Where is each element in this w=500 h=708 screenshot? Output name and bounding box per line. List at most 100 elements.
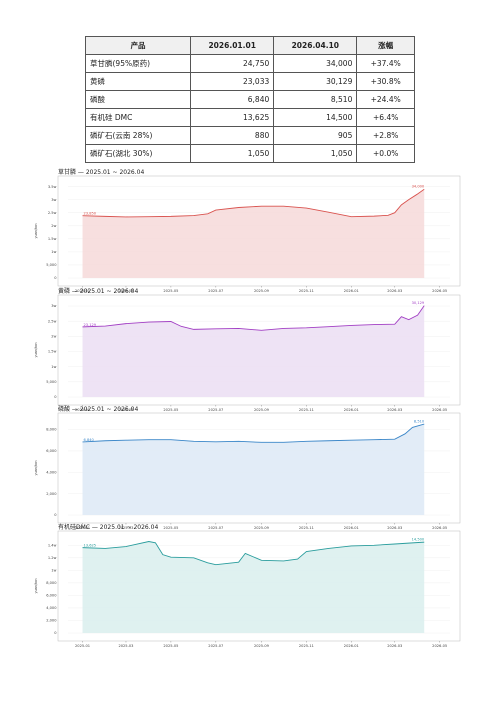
x-tick-label: 2025-01	[75, 526, 90, 530]
y-axis-label: yuan/ton	[34, 342, 38, 357]
x-tick-label: 2025-09	[254, 644, 270, 648]
x-tick-label: 2025-03	[118, 644, 133, 648]
x-tick-label: 2025-03	[118, 289, 133, 293]
x-tick-label: 2025-01	[75, 644, 90, 648]
y-tick-label: 4,000	[46, 470, 57, 474]
y-tick-label: 0	[54, 276, 57, 280]
table-row: 磷酸 6,840 8,510 +24.4%	[84, 90, 415, 109]
y-tick-label: 1.2w	[48, 556, 57, 560]
x-tick-label: 2025-05	[163, 526, 178, 530]
y-tick-label: 8,000	[46, 428, 57, 432]
start-value-label: 23,850	[84, 212, 97, 216]
y-tick-label: 2,000	[46, 492, 57, 496]
x-tick-label: 2025-11	[299, 289, 314, 293]
x-tick-label: 2025-11	[299, 526, 314, 530]
x-tick-label: 2025-09	[254, 408, 270, 412]
x-tick-label: 2025-11	[299, 644, 314, 648]
series-area	[82, 541, 425, 633]
table-row: 有机硅 DMC 13,625 14,500 +6.4%	[84, 108, 415, 127]
series-area	[82, 305, 425, 397]
y-tick-label: 3w	[51, 304, 56, 308]
x-tick-label: 2026-01	[344, 408, 359, 412]
plot-frame	[57, 175, 461, 287]
x-tick-label: 2026-03	[387, 526, 402, 530]
chart-title: 磷酸 — 2025.01 ~ 2026.04	[58, 405, 138, 413]
y-tick-label: 2.5w	[48, 211, 57, 215]
x-tick-label: 2025-05	[163, 644, 178, 648]
y-axis-label: yuan/ton	[34, 578, 38, 593]
x-tick-label: 2026-01	[344, 289, 359, 293]
chart-1: 黄磷 — 2025.01 ~ 2026.04 0 5,000 1w 1.5w 2w 2.5w…	[34, 287, 461, 412]
x-tick-label: 2025-05	[163, 408, 178, 412]
y-tick-label: 5,000	[46, 380, 57, 384]
y-tick-label: 3.5w	[48, 185, 57, 189]
x-tick-label: 2026-05	[432, 644, 447, 648]
y-tick-label: 2.5w	[48, 319, 57, 323]
series-area	[82, 424, 425, 515]
y-tick-label: 2w	[51, 224, 56, 228]
series-area	[82, 189, 425, 278]
y-axis-label: yuan/ton	[34, 223, 38, 238]
x-tick-label: 2025-07	[208, 644, 223, 648]
x-tick-label: 2025-03	[118, 526, 133, 530]
x-tick-label: 2026-05	[432, 408, 447, 412]
y-tick-label: 1.4w	[48, 543, 57, 547]
plot-frame	[57, 412, 461, 524]
y-tick-label: 1w	[51, 250, 56, 254]
end-value-label: 8,510	[414, 420, 425, 424]
end-value-label: 30,129	[412, 301, 425, 305]
x-tick-label: 2026-01	[344, 644, 359, 648]
header-product: 产品	[84, 36, 192, 55]
price-change-table: 产品 2026.01.01 2026.04.10 涨幅 草甘膦(95%原药) 2…	[84, 36, 415, 163]
y-tick-label: 3w	[51, 198, 56, 202]
table-row: 草甘膦(95%原药) 24,750 34,000 +37.4%	[84, 54, 415, 73]
y-tick-label: 6,000	[46, 449, 57, 453]
table-row: 磷矿石(湖北 30%) 1,050 1,050 +0.0%	[84, 144, 415, 163]
y-tick-label: 0	[54, 395, 57, 399]
x-tick-label: 2025-07	[208, 289, 223, 293]
x-tick-label: 2025-01	[75, 408, 90, 412]
chart-title: 黄磷 — 2025.01 ~ 2026.04	[58, 287, 138, 295]
x-tick-label: 2025-07	[208, 526, 223, 530]
series-line	[82, 541, 425, 566]
y-tick-label: 5,000	[46, 263, 57, 267]
x-tick-label: 2026-03	[387, 289, 402, 293]
cell-change: +0.0%	[356, 144, 415, 163]
plot-frame	[57, 294, 461, 406]
x-tick-label: 2025-05	[163, 289, 178, 293]
y-tick-label: 8,000	[46, 581, 57, 585]
chart-title: 有机硅DMC — 2025.01 ~ 2026.04	[58, 523, 158, 531]
y-tick-label: 2w	[51, 335, 56, 339]
x-tick-label: 2025-03	[118, 408, 133, 412]
start-value-label: 6,840	[84, 438, 95, 442]
start-value-label: 23,129	[84, 323, 97, 327]
chart-0: 草甘膦 — 2025.01 ~ 2026.04 0 5,000 1w 1.5w 2w 2.5…	[34, 168, 461, 293]
y-tick-label: 1w	[51, 569, 56, 573]
x-tick-label: 2025-07	[208, 408, 223, 412]
y-axis-label: yuan/ton	[34, 460, 38, 475]
x-tick-label: 2025-01	[75, 289, 90, 293]
cell-change: +30.8%	[356, 72, 415, 91]
chart-2: 磷酸 — 2025.01 ~ 2026.04 0 2,000 4,000 6,000 8,…	[34, 405, 461, 530]
y-tick-label: 1.5w	[48, 350, 57, 354]
series-line	[82, 423, 425, 443]
x-tick-label: 2026-03	[387, 644, 402, 648]
chart-title: 草甘膦 — 2025.01 ~ 2026.04	[58, 168, 144, 176]
plot-frame	[57, 530, 461, 642]
end-value-label: 34,000	[412, 185, 425, 189]
chart-3: 有机硅DMC — 2025.01 ~ 2026.04 0 2,000 4,000 6,0…	[34, 523, 461, 648]
y-tick-label: 1.5w	[48, 237, 57, 241]
y-tick-label: 1w	[51, 365, 56, 369]
series-line	[82, 305, 425, 331]
x-tick-label: 2025-09	[254, 526, 270, 530]
y-tick-label: 4,000	[46, 606, 57, 610]
x-tick-label: 2026-03	[387, 408, 402, 412]
y-tick-label: 2,000	[46, 619, 57, 623]
start-value-label: 13,625	[84, 544, 97, 548]
x-tick-label: 2025-09	[254, 289, 270, 293]
cell-product: 磷矿石(湖北 30%)	[84, 144, 192, 163]
y-tick-label: 0	[54, 513, 57, 517]
end-value-label: 14,500	[412, 538, 425, 542]
header-start-date: 2026.01.01	[190, 36, 275, 55]
